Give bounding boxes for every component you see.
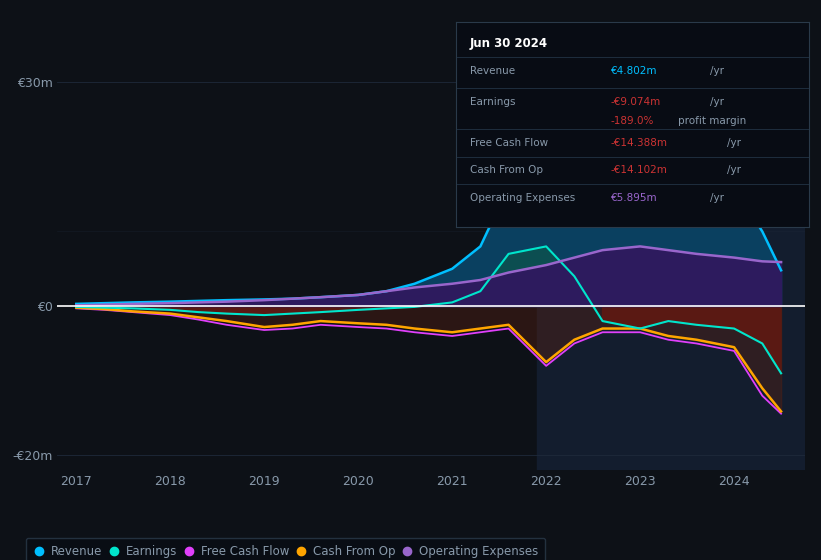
Text: /yr: /yr [727, 165, 741, 175]
Text: Operating Expenses: Operating Expenses [470, 193, 575, 203]
Text: Jun 30 2024: Jun 30 2024 [470, 37, 548, 50]
Text: /yr: /yr [727, 138, 741, 148]
Text: /yr: /yr [710, 193, 724, 203]
Text: Free Cash Flow: Free Cash Flow [470, 138, 548, 148]
Text: /yr: /yr [710, 67, 724, 77]
Legend: Revenue, Earnings, Free Cash Flow, Cash From Op, Operating Expenses: Revenue, Earnings, Free Cash Flow, Cash … [26, 538, 545, 560]
Text: Earnings: Earnings [470, 97, 516, 107]
Text: -€14.388m: -€14.388m [611, 138, 668, 148]
Text: /yr: /yr [710, 97, 724, 107]
Text: Cash From Op: Cash From Op [470, 165, 543, 175]
Bar [537, 67, 805, 470]
Text: -€14.102m: -€14.102m [611, 165, 667, 175]
Text: -189.0%: -189.0% [611, 115, 654, 125]
Text: profit margin: profit margin [678, 115, 746, 125]
Text: Revenue: Revenue [470, 67, 515, 77]
Text: €4.802m: €4.802m [611, 67, 658, 77]
Text: -€9.074m: -€9.074m [611, 97, 661, 107]
Text: €5.895m: €5.895m [611, 193, 658, 203]
